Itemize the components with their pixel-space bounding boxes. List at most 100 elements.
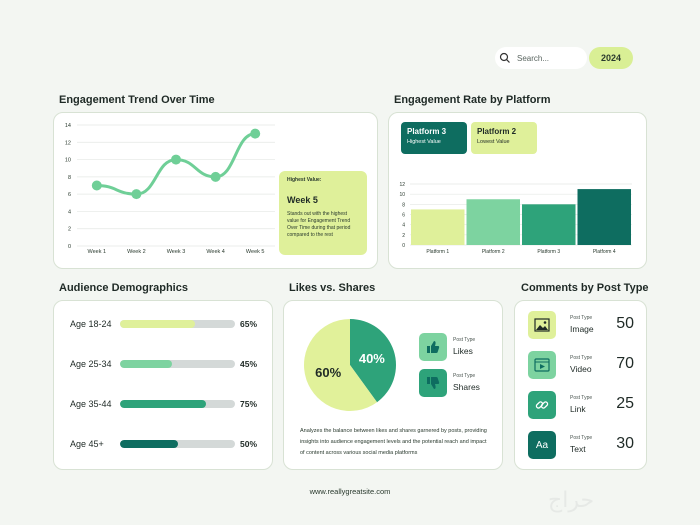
comment-type-name: Video xyxy=(570,364,592,374)
comment-count: 25 xyxy=(616,395,634,412)
y-tick-label: 10 xyxy=(65,158,71,164)
comment-type-sub: Post Type xyxy=(570,315,593,321)
comment-count: 30 xyxy=(616,435,634,452)
comment-row-text: Aa Post Type Text 30 xyxy=(528,431,638,461)
demographic-row: Age 18-24 65% xyxy=(70,317,270,331)
likes-legend-sub: Post Type xyxy=(453,337,476,343)
shares-legend: Post Type Shares xyxy=(419,369,489,399)
bar xyxy=(522,204,576,245)
comment-type-name: Image xyxy=(570,324,594,334)
comment-type-sub: Post Type xyxy=(570,355,593,361)
demographic-label: Age 45+ xyxy=(70,439,104,449)
comment-type-name: Link xyxy=(570,404,586,414)
comments-title: Comments by Post Type xyxy=(521,282,649,294)
search-input[interactable]: Search... xyxy=(517,53,550,63)
year-selector[interactable]: 2024 xyxy=(589,47,633,69)
highlight-label: Highest Value: xyxy=(287,177,322,183)
comment-type-sub: Post Type xyxy=(570,395,593,401)
demographic-fill xyxy=(120,440,178,448)
bar xyxy=(466,199,520,245)
search-icon xyxy=(499,52,510,63)
demographic-track xyxy=(120,360,235,368)
y-tick-label: 8 xyxy=(68,175,71,181)
x-tick-label: Week 2 xyxy=(127,249,146,255)
highlight-week: Week 5 xyxy=(287,195,318,205)
demographic-fill xyxy=(120,320,195,328)
x-tick-label: Week 5 xyxy=(246,249,265,255)
demographic-row: Age 25-34 45% xyxy=(70,357,270,371)
y-tick-label: 8 xyxy=(402,202,405,208)
demographic-track xyxy=(120,320,235,328)
data-point xyxy=(131,189,142,200)
image-icon xyxy=(528,311,556,339)
comment-count: 70 xyxy=(616,355,634,372)
footer-url[interactable]: www.reallygreatsite.com xyxy=(309,487,391,496)
x-tick-label: Platform 1 xyxy=(426,249,449,255)
watermark-logo: حراج xyxy=(548,488,595,513)
demographic-track xyxy=(120,440,235,448)
data-point xyxy=(250,128,261,139)
y-tick-label: 12 xyxy=(65,140,71,146)
text-icon: Aa xyxy=(528,431,556,459)
link-icon xyxy=(528,391,556,419)
shares-legend-sub: Post Type xyxy=(453,373,476,379)
y-tick-label: 2 xyxy=(402,233,405,239)
y-tick-label: 14 xyxy=(65,123,71,129)
demographic-label: Age 35-44 xyxy=(70,399,112,409)
demographic-percent: 45% xyxy=(240,359,258,369)
likes-legend: Post Type Likes xyxy=(419,333,489,363)
data-point xyxy=(210,171,221,182)
pie-slice xyxy=(304,319,378,411)
data-point xyxy=(171,154,181,165)
thumbs-up-icon xyxy=(419,333,447,361)
engagement-trend-chart: 0 2 4 6 8 10 12 14 Week 1 Week 2 Week 3 Week 4 Week … xyxy=(65,123,275,255)
highlight-description: Stands out with the highest value for En… xyxy=(287,211,351,238)
engagement-rate-title: Engagement Rate by Platform xyxy=(394,94,551,106)
demographic-percent: 75% xyxy=(240,399,258,409)
x-tick-label: Platform 2 xyxy=(482,249,505,255)
demographic-percent: 65% xyxy=(240,319,258,329)
video-icon xyxy=(528,351,556,379)
y-tick-label: 2 xyxy=(68,227,71,233)
pie-label: 40% xyxy=(359,351,385,366)
comment-row-link: Post Type Link 25 xyxy=(528,391,638,421)
y-tick-label: 4 xyxy=(68,209,71,215)
x-tick-label: Platform 3 xyxy=(537,249,560,255)
engagement-trend-title: Engagement Trend Over Time xyxy=(59,94,215,106)
comment-type-sub: Post Type xyxy=(570,435,593,441)
comment-count: 50 xyxy=(616,315,634,332)
pie-label: 60% xyxy=(315,365,341,380)
demographic-fill xyxy=(120,400,207,408)
comment-row-video: Post Type Video 70 xyxy=(528,351,638,381)
likes-shares-description: Analyzes the balance between likes and s… xyxy=(300,428,487,456)
x-tick-label: Week 4 xyxy=(206,249,225,255)
pie-slice xyxy=(350,319,396,403)
lowest-platform-tag: Platform 2 Lowest Value xyxy=(471,122,537,154)
likes-legend-name: Likes xyxy=(453,346,473,356)
audience-title: Audience Demographics xyxy=(59,282,188,294)
y-tick-label: 0 xyxy=(68,244,71,250)
likes-shares-title: Likes vs. Shares xyxy=(289,282,376,294)
demographic-fill xyxy=(120,360,172,368)
comment-row-image: Post Type Image 50 xyxy=(528,311,638,341)
bar xyxy=(577,189,631,245)
y-tick-label: 6 xyxy=(402,213,405,219)
comment-type-name: Text xyxy=(570,444,586,454)
highlight-box: Highest Value: Week 5 Stands out with th… xyxy=(279,171,367,255)
thumbs-down-icon xyxy=(419,369,447,397)
highest-platform-sub: Highest Value xyxy=(407,139,441,145)
highest-platform-tag: Platform 3 Highest Value xyxy=(401,122,467,154)
y-tick-label: 6 xyxy=(68,192,71,198)
demographic-track xyxy=(120,400,235,408)
demographic-percent: 50% xyxy=(240,439,258,449)
y-tick-label: 12 xyxy=(399,182,405,188)
y-tick-label: 0 xyxy=(402,243,405,249)
shares-legend-name: Shares xyxy=(453,382,480,392)
x-tick-label: Week 1 xyxy=(88,249,107,255)
demographic-label: Age 25-34 xyxy=(70,359,112,369)
y-tick-label: 10 xyxy=(399,192,405,198)
demographic-label: Age 18-24 xyxy=(70,319,112,329)
search-bar[interactable]: Search... xyxy=(495,47,587,69)
x-tick-label: Week 3 xyxy=(167,249,186,255)
x-tick-label: Platform 4 xyxy=(593,249,616,255)
